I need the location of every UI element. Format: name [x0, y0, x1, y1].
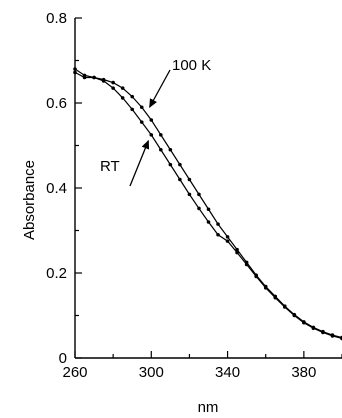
data-point: [111, 86, 115, 90]
data-point: [149, 118, 154, 122]
data-point: [311, 326, 316, 331]
y-tick-label: 0.2: [46, 265, 67, 282]
x-tick-label: 340: [215, 364, 240, 381]
series-100k: [73, 67, 342, 340]
series-layer: [73, 67, 342, 341]
x-tick-label: 300: [139, 364, 164, 381]
x-tick-label: 380: [291, 364, 316, 381]
series-line: [74, 68, 342, 339]
data-point: [73, 67, 77, 71]
data-point: [206, 220, 211, 224]
data-point: [254, 274, 258, 279]
y-axis-title: Absorbance: [21, 160, 38, 240]
data-point: [111, 80, 115, 85]
data-point: [159, 147, 163, 152]
data-point: [235, 247, 239, 252]
data-point: [82, 75, 87, 80]
y-tick-label: 0: [59, 350, 67, 367]
series-rt: [73, 70, 342, 341]
data-point: [197, 192, 201, 197]
data-point: [130, 94, 135, 99]
annotation-rt-label: RT: [100, 158, 120, 175]
data-point: [149, 133, 154, 137]
x-tick-label: 260: [62, 364, 87, 381]
data-point: [178, 162, 182, 167]
data-point: [178, 177, 182, 182]
data-point: [235, 250, 239, 255]
data-point: [120, 86, 125, 90]
data-point: [321, 330, 325, 335]
x-ticks: 260 300 340 380: [62, 351, 342, 381]
series-line: [74, 71, 342, 340]
data-point: [292, 313, 297, 318]
data-point: [73, 70, 77, 75]
annotation-rt-arrow: [129, 139, 150, 187]
data-point: [282, 305, 287, 309]
data-point: [92, 75, 96, 80]
data-point: [101, 79, 106, 83]
y-ticks: 0 0.2 0.4 0.6 0.8: [46, 10, 82, 367]
data-point: [187, 177, 192, 182]
annotation-100k-arrow: [149, 69, 171, 109]
data-point: [130, 107, 135, 112]
data-point: [120, 96, 125, 100]
y-tick-label: 0.6: [46, 95, 67, 112]
data-point: [263, 286, 268, 290]
data-point: [206, 207, 211, 212]
y-tick-label: 0.4: [46, 180, 67, 197]
y-tick-label: 0.8: [46, 10, 67, 27]
data-point: [168, 147, 173, 152]
data-point: [197, 206, 201, 211]
data-point: [216, 222, 220, 226]
data-point: [168, 162, 173, 167]
data-point: [302, 320, 306, 325]
data-point: [187, 192, 192, 197]
data-point: [216, 232, 220, 237]
x-axis-title: nm: [198, 399, 219, 416]
data-point: [225, 239, 230, 243]
data-point: [139, 120, 144, 124]
data-point: [139, 105, 144, 110]
annotation-100k-label: 100 K: [172, 57, 211, 74]
data-point: [330, 334, 335, 338]
annotation-layer: 100 K RT: [100, 57, 211, 187]
data-point: [244, 262, 249, 267]
data-point: [159, 133, 163, 137]
data-point: [225, 235, 230, 239]
data-point: [273, 295, 278, 300]
